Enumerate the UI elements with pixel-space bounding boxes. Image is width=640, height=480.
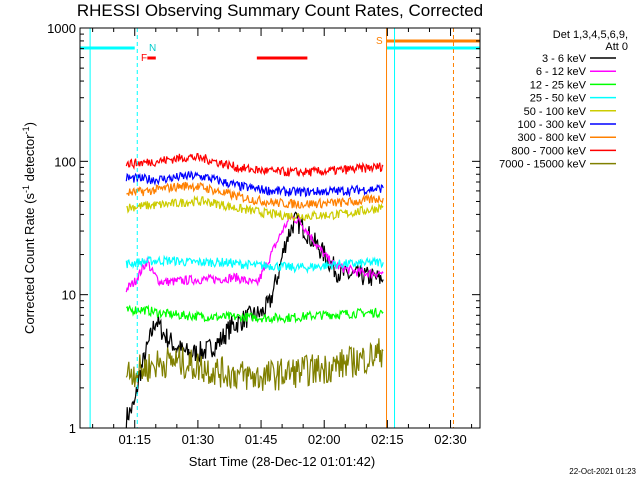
x-tick-label: 01:30 [182,432,215,447]
legend-label: 6 - 12 keV [536,66,587,78]
generation-timestamp: 22-Oct-2021 01:23 [569,467,636,476]
series-line-3 [125,254,384,275]
legend-label: 12 - 25 keV [530,79,587,91]
series-line-5 [125,170,384,198]
legend-label: 50 - 100 keV [524,106,587,118]
status-flags [80,39,480,60]
y-tick-label: 100 [54,154,76,169]
series-line-2 [125,304,384,325]
y-tick-label: 1000 [47,21,76,36]
legend-label: 800 - 7000 keV [511,145,586,157]
y-tick-label: 10 [62,288,76,303]
series-line-0 [125,211,384,428]
series-line-7 [125,153,384,178]
series-line-6 [126,181,384,210]
legend-header-attenuator: Att 0 [605,41,628,53]
legend-label: 25 - 50 keV [530,93,587,105]
x-tick-label: 01:45 [245,432,278,447]
x-tick-label: 02:00 [308,432,341,447]
legend-header-detectors: Det 1,3,4,5,6,9, [553,29,628,41]
night-marker-label: N [149,43,156,54]
y-tick-label: 1 [69,421,76,436]
legend-label: 300 - 800 keV [518,132,587,144]
legend-label: 7000 - 15000 keV [499,159,587,171]
interval-bounds [89,28,454,428]
series-line-4 [126,195,384,222]
series-line-1 [125,213,384,293]
x-tick-label: 02:30 [434,432,467,447]
x-axis-ticks: 01:15 01:30 01:45 02:00 02:15 02:30 [92,28,473,447]
chart-title: RHESSI Observing Summary Count Rates, Co… [77,1,483,20]
x-tick-label: 01:15 [118,432,151,447]
series-line-8 [125,338,384,391]
plot-frame [79,27,481,429]
legend-label: 100 - 300 keV [518,119,587,131]
y-axis-label: Corrected Count Rate (s-1 detector-1) [21,122,37,334]
saa-marker-label: S [376,36,383,47]
legend-label: 3 - 6 keV [542,53,587,65]
x-tick-label: 02:15 [371,432,404,447]
x-axis-label: Start Time (28-Dec-12 01:01:42) [189,454,375,469]
series-group [125,153,384,428]
flare-marker-label: F [141,53,147,64]
y-axis-ticks: 1 10 100 1000 [47,21,480,436]
